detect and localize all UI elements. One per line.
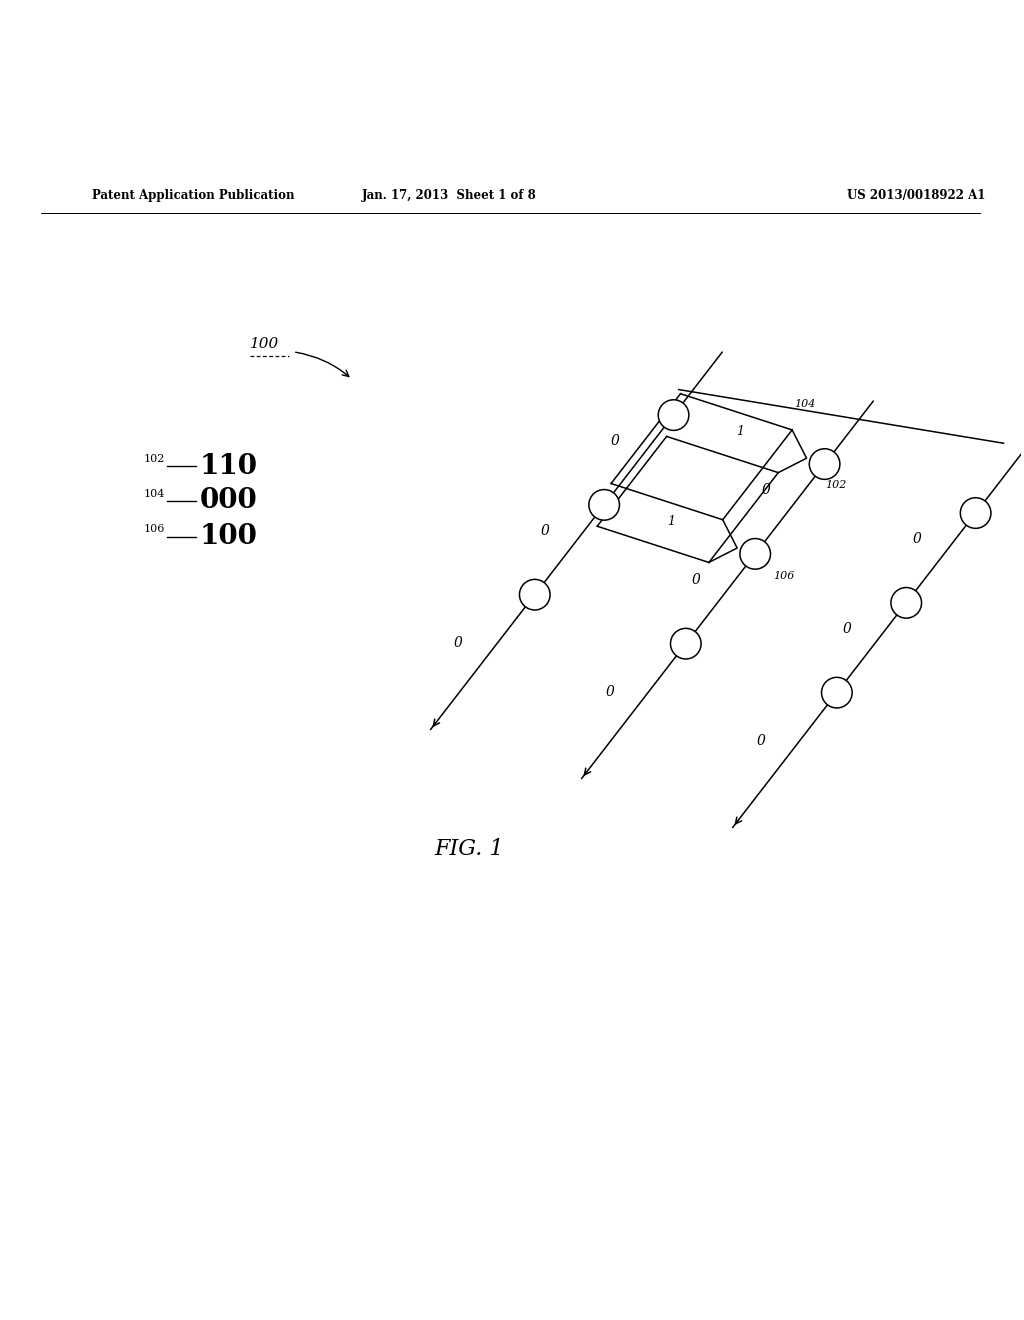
Text: 106: 106 <box>773 572 795 581</box>
Text: 1: 1 <box>736 425 744 438</box>
Text: 0: 0 <box>541 524 550 539</box>
Circle shape <box>740 539 770 569</box>
Circle shape <box>658 400 689 430</box>
Circle shape <box>891 587 922 618</box>
Circle shape <box>519 579 550 610</box>
Text: 0: 0 <box>843 622 852 636</box>
Text: 110: 110 <box>200 453 258 479</box>
Text: 100: 100 <box>200 523 258 550</box>
Text: Patent Application Publication: Patent Application Publication <box>92 189 294 202</box>
Text: 102: 102 <box>825 479 846 490</box>
Circle shape <box>961 498 991 528</box>
Circle shape <box>821 677 852 708</box>
Circle shape <box>809 449 840 479</box>
Text: 1: 1 <box>668 515 675 528</box>
Text: 0: 0 <box>692 573 700 587</box>
Text: 0: 0 <box>761 483 770 498</box>
Text: US 2013/0018922 A1: US 2013/0018922 A1 <box>847 189 985 202</box>
Text: 0: 0 <box>454 636 463 651</box>
Text: 0: 0 <box>605 685 614 700</box>
Circle shape <box>671 628 701 659</box>
Text: 0: 0 <box>756 734 765 748</box>
Text: FIG. 1: FIG. 1 <box>434 838 504 859</box>
Text: 106: 106 <box>144 524 165 535</box>
Text: Jan. 17, 2013  Sheet 1 of 8: Jan. 17, 2013 Sheet 1 of 8 <box>361 189 537 202</box>
Circle shape <box>589 490 620 520</box>
Text: 000: 000 <box>200 487 258 515</box>
Text: 104: 104 <box>144 488 165 499</box>
Text: 100: 100 <box>250 337 280 351</box>
Text: 104: 104 <box>795 399 815 409</box>
Text: 102: 102 <box>144 454 165 463</box>
Text: 0: 0 <box>610 434 620 449</box>
Text: 0: 0 <box>912 532 922 546</box>
